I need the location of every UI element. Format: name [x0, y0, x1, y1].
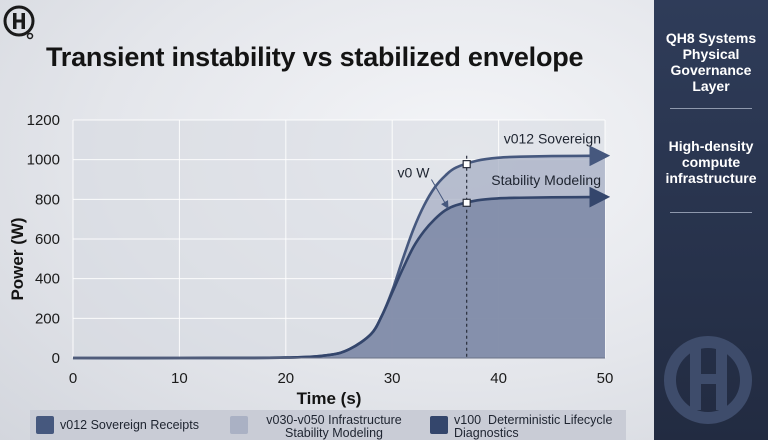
y-tick-label: 600	[35, 231, 60, 248]
y-tick-label: 400	[35, 271, 60, 288]
legend-swatch	[36, 416, 54, 434]
x-tick-label: 30	[384, 370, 401, 387]
legend: v012 Sovereign Receipts v030-v050 Infras…	[30, 410, 626, 440]
legend-label: v100 Deterministic Lifecycle Diagnostics	[454, 413, 616, 440]
x-tick-label: 20	[277, 370, 294, 387]
legend-item: v100 Deterministic Lifecycle Diagnostics	[430, 414, 626, 440]
annotation-arrow	[431, 179, 449, 209]
qh8-watermark-icon	[664, 336, 752, 424]
sidebar: QH8 Systems Physical Governance Layer Hi…	[654, 0, 768, 440]
y-tick-label: 1000	[27, 152, 60, 169]
y-tick-label: 200	[35, 310, 60, 327]
x-tick-label: 40	[490, 370, 507, 387]
y-tick-label: 0	[52, 350, 60, 367]
x-tick-label: 0	[69, 370, 77, 387]
qh8-logo-icon	[3, 5, 35, 40]
chart: 0 10 20 30 40 50 0 200 400 600 800 1000 1200 Time (s)…	[8, 112, 614, 408]
legend-item: v030-v050 Infrastructure Stability Model…	[230, 414, 416, 440]
chart-title: Transient instability vs stabilized enve…	[46, 42, 584, 72]
y-axis-label: Power (W)	[8, 217, 27, 300]
series-line-stability	[72, 186, 611, 360]
sidebar-divider	[670, 212, 752, 213]
data-marker	[462, 160, 471, 169]
x-axis-label: Time (s)	[297, 389, 362, 408]
series-area-lower	[73, 196, 605, 359]
legend-label: v012 Sovereign Receipts	[60, 418, 199, 432]
annotation-label: v0 W	[398, 165, 431, 181]
legend-swatch	[430, 416, 448, 434]
legend-item: v012 Sovereign Receipts	[36, 414, 199, 434]
x-tick-label: 50	[597, 370, 614, 387]
sidebar-divider	[670, 108, 752, 109]
x-tick-label: 10	[171, 370, 188, 387]
sidebar-heading-governance: QH8 Systems Physical Governance Layer	[665, 30, 757, 94]
legend-swatch	[230, 416, 248, 434]
data-marker	[462, 198, 471, 207]
series-label-v012: v012 Sovereign	[504, 131, 601, 147]
y-tick-label: 800	[35, 191, 60, 208]
legend-label: v030-v050 Infrastructure Stability Model…	[266, 413, 402, 440]
y-tick-label: 1200	[27, 112, 60, 129]
sidebar-heading-compute: High-density compute infrastructure	[665, 138, 757, 186]
series-label-stability: Stability Modeling	[491, 172, 601, 188]
